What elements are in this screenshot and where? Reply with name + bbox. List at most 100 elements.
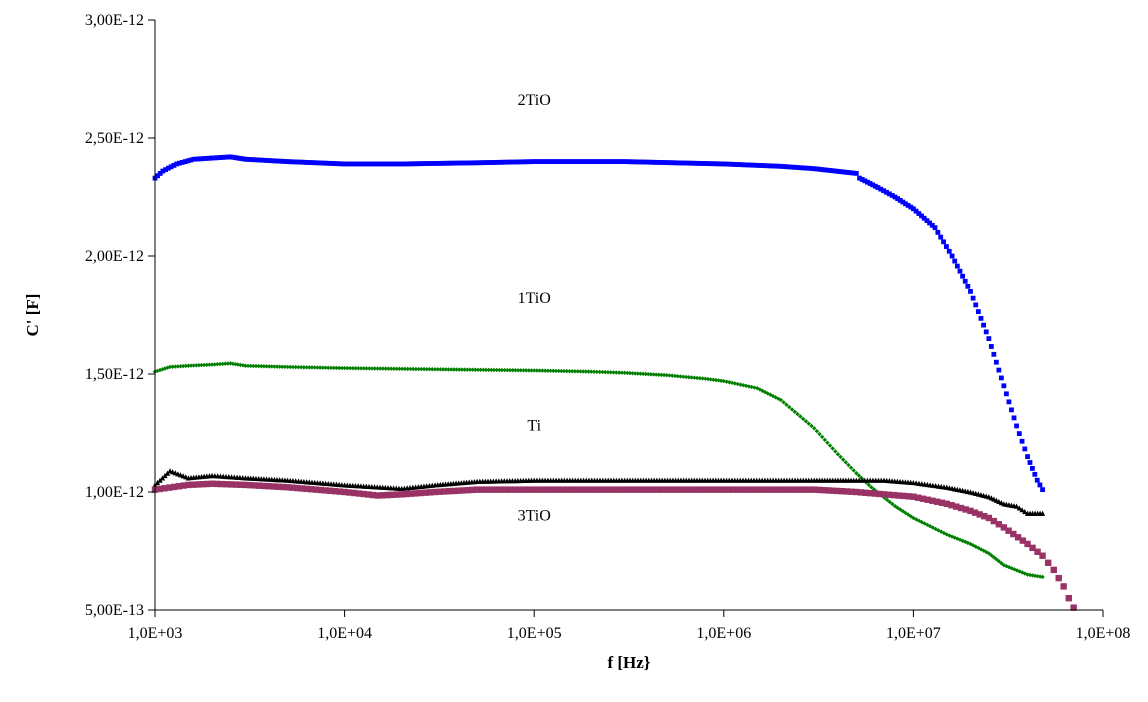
data-point <box>531 159 537 164</box>
data-point <box>594 159 600 164</box>
data-point <box>1024 540 1031 548</box>
data-point <box>1012 567 1017 572</box>
data-point <box>1022 446 1028 452</box>
data-point <box>778 397 784 403</box>
data-point <box>353 366 358 371</box>
data-point <box>290 159 296 165</box>
data-point <box>166 484 173 491</box>
data-point <box>298 485 305 492</box>
data-point <box>370 491 377 499</box>
data-point <box>515 368 521 373</box>
data-point <box>1025 454 1030 459</box>
data-point <box>502 367 507 373</box>
data-point <box>364 366 369 371</box>
data-point <box>857 489 865 496</box>
data-point <box>422 489 429 496</box>
data-point <box>949 534 955 539</box>
data-point <box>986 551 992 556</box>
series-label-ti: Ti <box>527 418 541 435</box>
data-point <box>499 367 505 373</box>
data-point <box>699 161 705 166</box>
data-point <box>465 367 470 372</box>
data-point <box>430 367 435 372</box>
data-point <box>225 154 231 160</box>
data-point <box>301 159 307 165</box>
data-point <box>256 363 261 369</box>
data-point <box>523 159 529 165</box>
data-point <box>1070 604 1077 611</box>
data-point <box>470 367 475 372</box>
data-point <box>630 486 638 493</box>
data-point <box>832 168 838 174</box>
data-point <box>481 367 486 373</box>
data-point <box>1025 572 1030 577</box>
data-point <box>739 486 747 493</box>
data-point <box>949 253 955 259</box>
data-point <box>240 156 246 162</box>
data-point <box>1027 572 1033 578</box>
data-point <box>306 160 312 165</box>
data-point <box>540 486 547 493</box>
data-point <box>520 159 526 165</box>
data-point <box>751 162 757 168</box>
data-point <box>1029 466 1035 471</box>
data-point <box>1014 534 1022 541</box>
data-point <box>770 163 776 169</box>
data-point <box>393 491 401 498</box>
data-point <box>227 481 235 488</box>
data-point <box>627 159 633 165</box>
data-point <box>924 496 931 503</box>
data-point <box>279 158 285 164</box>
data-point <box>822 437 827 443</box>
data-point <box>724 161 729 167</box>
data-point <box>941 239 946 245</box>
data-point <box>322 487 329 494</box>
data-point <box>436 488 443 495</box>
data-point <box>809 423 814 429</box>
data-point <box>586 159 592 164</box>
data-point <box>398 491 405 498</box>
data-point <box>768 486 775 493</box>
data-point <box>935 230 941 235</box>
data-point <box>984 549 989 555</box>
data-point <box>763 486 770 493</box>
data-point <box>575 369 580 374</box>
data-point <box>687 486 694 493</box>
x-tick-label: 1,0E+07 <box>886 625 941 642</box>
data-point <box>848 170 854 176</box>
data-point <box>649 159 654 165</box>
data-point <box>497 367 502 373</box>
data-point <box>622 370 627 376</box>
data-point <box>170 364 175 369</box>
data-point <box>678 486 685 493</box>
data-point <box>905 512 911 517</box>
data-point <box>700 376 705 381</box>
data-point <box>760 388 765 393</box>
data-point <box>683 160 689 166</box>
data-point <box>941 530 947 536</box>
data-point <box>706 486 713 493</box>
data-point <box>792 409 797 414</box>
data-point <box>298 365 304 370</box>
data-point <box>204 480 211 488</box>
data-point <box>616 486 624 493</box>
series-1tio <box>152 361 1045 580</box>
data-point <box>531 486 538 493</box>
data-point <box>635 486 643 493</box>
data-point <box>214 155 220 161</box>
data-point <box>439 160 445 166</box>
data-point <box>581 159 586 164</box>
data-point <box>803 165 809 171</box>
data-point <box>336 161 342 167</box>
data-point <box>459 367 465 372</box>
data-point <box>866 482 872 488</box>
data-point <box>663 486 671 493</box>
data-point <box>458 160 464 166</box>
data-point <box>421 366 427 372</box>
data-point <box>1032 471 1038 477</box>
data-point <box>641 159 646 165</box>
data-point <box>260 482 268 490</box>
data-point <box>862 489 869 496</box>
data-point <box>342 365 347 371</box>
data-point <box>213 480 221 488</box>
